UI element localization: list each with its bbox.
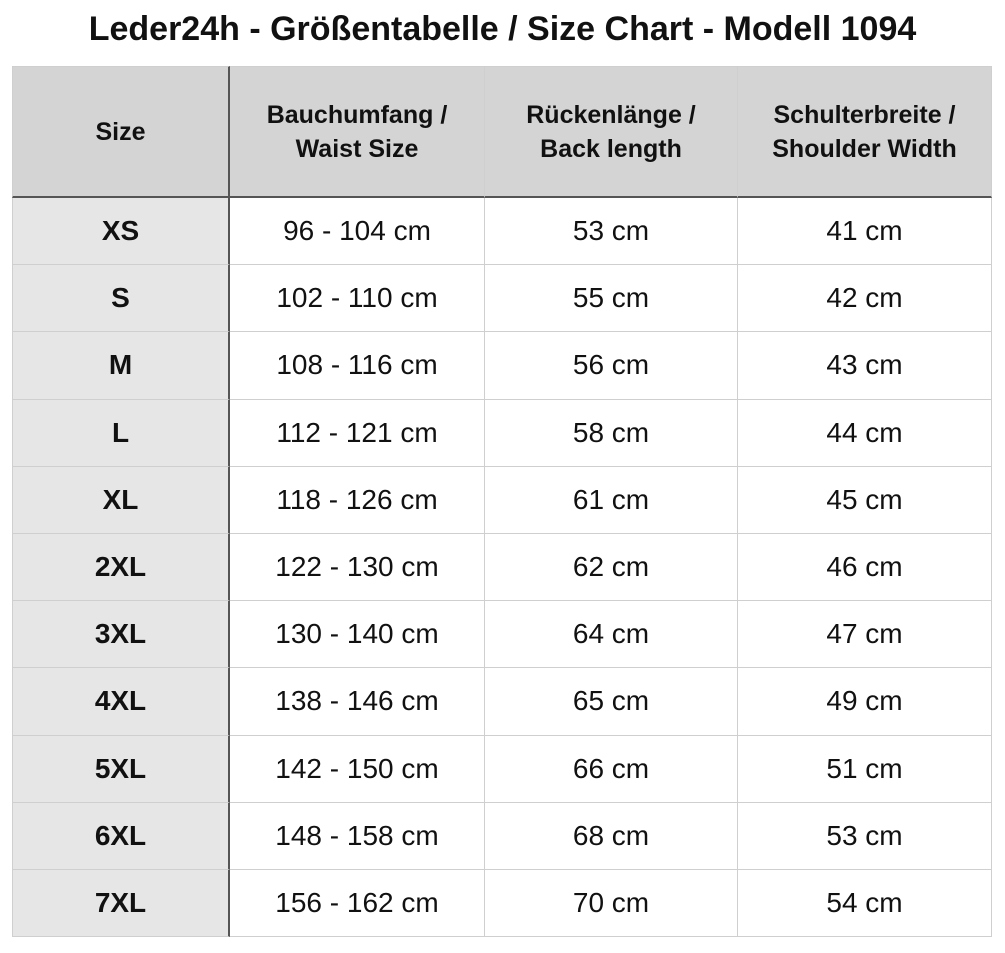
- value-cell: 64 cm: [485, 601, 738, 669]
- size-cell: XL: [12, 466, 230, 534]
- header-text: Size: [95, 117, 146, 146]
- size-cell: 5XL: [12, 735, 230, 803]
- value-cell: 61 cm: [485, 466, 738, 534]
- header-text: Back length: [540, 134, 682, 163]
- value-cell: 148 - 158 cm: [230, 802, 485, 870]
- value-cell: 118 - 126 cm: [230, 466, 485, 534]
- value-cell: 43 cm: [738, 332, 992, 400]
- value-cell: 49 cm: [738, 668, 992, 736]
- title: Leder24h - Größentabelle / Size Chart - …: [88, 10, 917, 48]
- value-cell: 46 cm: [738, 534, 992, 602]
- value-cell: 55 cm: [485, 265, 738, 333]
- value-cell: 65 cm: [485, 668, 738, 736]
- value-cell: 102 - 110 cm: [230, 265, 485, 333]
- value-cell: 108 - 116 cm: [230, 332, 485, 400]
- size-cell: 6XL: [12, 802, 230, 870]
- value-cell: 122 - 130 cm: [230, 534, 485, 602]
- value-cell: 47 cm: [738, 601, 992, 669]
- header-cell: Size: [12, 66, 230, 198]
- header-cell: Bauchumfang / Waist Size: [230, 66, 485, 198]
- value-cell: 96 - 104 cm: [230, 198, 485, 266]
- size-cell: 3XL: [12, 601, 230, 669]
- value-cell: 130 - 140 cm: [230, 601, 485, 669]
- header-text: Schulterbreite /: [773, 100, 956, 129]
- size-cell: M: [12, 332, 230, 400]
- value-cell: 68 cm: [485, 802, 738, 870]
- value-cell: 44 cm: [738, 399, 992, 467]
- value-cell: 56 cm: [485, 332, 738, 400]
- header-text: Shoulder Width: [772, 134, 957, 163]
- value-cell: 62 cm: [485, 534, 738, 602]
- value-cell: 142 - 150 cm: [230, 735, 485, 803]
- header-text: Waist Size: [295, 134, 419, 163]
- value-cell: 45 cm: [738, 466, 992, 534]
- value-cell: 42 cm: [738, 265, 992, 333]
- header-cell: Schulterbreite / Shoulder Width: [738, 66, 992, 198]
- value-cell: 70 cm: [485, 870, 738, 938]
- size-cell: 2XL: [12, 534, 230, 602]
- size-cell: XS: [12, 198, 230, 266]
- size-cell: L: [12, 399, 230, 467]
- value-cell: 58 cm: [485, 399, 738, 467]
- value-cell: 156 - 162 cm: [230, 870, 485, 938]
- value-cell: 54 cm: [738, 870, 992, 938]
- header-text: Bauchumfang /: [266, 100, 448, 129]
- size-cell: S: [12, 265, 230, 333]
- size-cell: 4XL: [12, 668, 230, 736]
- value-cell: 112 - 121 cm: [230, 399, 485, 467]
- value-cell: 138 - 146 cm: [230, 668, 485, 736]
- value-cell: 51 cm: [738, 735, 992, 803]
- value-cell: 53 cm: [485, 198, 738, 266]
- header-cell: Rückenlänge / Back length: [485, 66, 738, 198]
- value-cell: 66 cm: [485, 735, 738, 803]
- value-cell: 53 cm: [738, 802, 992, 870]
- value-cell: 41 cm: [738, 198, 992, 266]
- header-text: Rückenlänge /: [526, 100, 696, 129]
- size-cell: 7XL: [12, 870, 230, 938]
